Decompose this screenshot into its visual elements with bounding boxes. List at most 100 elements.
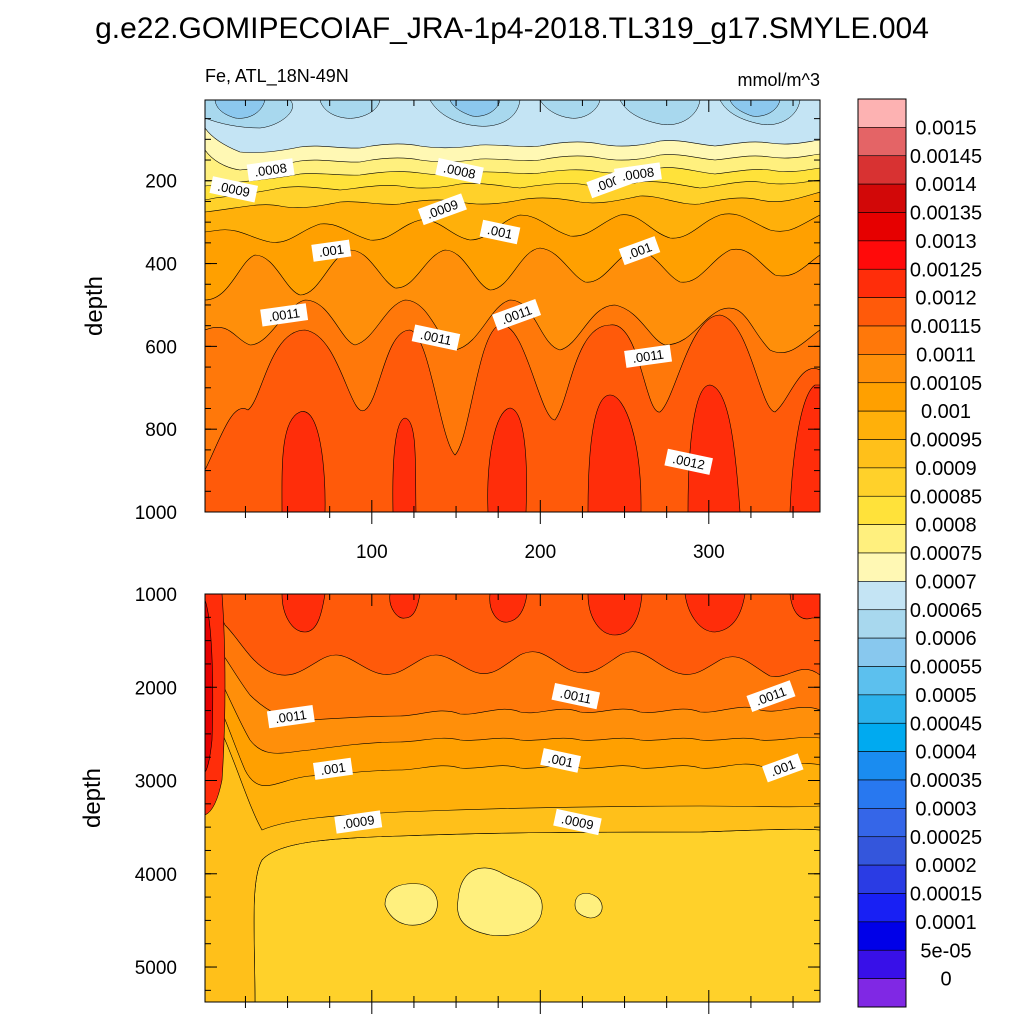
contour-label: .0011 xyxy=(411,324,461,351)
colorbar-label: 0.00115 xyxy=(911,316,982,338)
contour-label: .0008 xyxy=(613,162,662,186)
colorbar-label: 0.0003 xyxy=(915,798,976,820)
colorbar-label: 0.00065 xyxy=(910,600,982,622)
contour-label-box xyxy=(246,158,295,182)
colorbar-swatch xyxy=(857,127,907,157)
lower-plot-frame xyxy=(204,593,821,1003)
colorbar-swatch xyxy=(857,978,907,1008)
colorbar-swatch xyxy=(857,382,907,412)
colorbar-swatch xyxy=(857,297,907,327)
colorbar-swatch xyxy=(857,637,907,667)
upper-xtick-label: 300 xyxy=(693,542,725,563)
contour-label-box xyxy=(492,298,542,331)
contour-label-text: .0009 xyxy=(341,812,375,831)
colorbar-label: 0.0011 xyxy=(916,344,976,366)
contour-label-box xyxy=(311,239,352,262)
colorbar-label: 0.0012 xyxy=(915,288,976,310)
fill-0012-peaks xyxy=(281,384,820,512)
contour-label: .0011 xyxy=(260,303,309,327)
fill-00065 xyxy=(205,100,801,129)
contour-label: .0008 xyxy=(246,158,295,182)
fill-00085-patches xyxy=(384,867,603,936)
lower-contour-field xyxy=(205,594,820,1002)
lower-ytick-label: 5000 xyxy=(135,958,177,979)
lower-ytick-label: 2000 xyxy=(135,678,177,699)
contour-label: .0011 xyxy=(266,704,315,729)
contour-label: .0012 xyxy=(664,448,713,475)
colorbar-swatch xyxy=(857,98,907,128)
colorbar-label: 0.0014 xyxy=(915,174,976,196)
colorbar-swatch xyxy=(857,864,907,894)
colorbar-swatch xyxy=(857,751,907,781)
colorbar-swatch xyxy=(857,354,907,384)
region-label: Fe, ATL_18N-49N xyxy=(205,66,349,87)
contour-label-text: .0011 xyxy=(274,707,307,726)
colorbar-swatch xyxy=(857,893,907,923)
colorbar-label: 0.00125 xyxy=(910,259,982,281)
contour-label-text: .0011 xyxy=(267,305,300,324)
colorbar-swatch xyxy=(857,268,907,298)
upper-contour-field xyxy=(205,100,820,512)
colorbar-swatch xyxy=(857,808,907,838)
colorbar-label: 0.0005 xyxy=(915,685,976,707)
contour-label-box xyxy=(479,219,521,245)
colorbar-label: 0.00015 xyxy=(910,884,982,906)
contour-label-text: .0008 xyxy=(621,164,655,183)
contour-label-text: .001 xyxy=(547,750,575,770)
colorbar-label: 0.00075 xyxy=(910,543,982,565)
contour-label: .0009 xyxy=(334,810,383,834)
lower-y-axis-title: depth xyxy=(79,768,106,828)
contour-label: .0011 xyxy=(551,682,601,710)
fill-00115 xyxy=(209,594,820,677)
contour-label: .001 xyxy=(540,748,581,773)
contour-label-box xyxy=(411,324,461,351)
contour-label: .001 xyxy=(761,753,804,783)
colorbar-label: 0.0013 xyxy=(915,231,976,253)
colorbar-swatch xyxy=(857,325,907,355)
colorbar-swatch xyxy=(857,694,907,724)
colorbar-swatch xyxy=(857,439,907,469)
contour-label-box xyxy=(266,704,315,729)
contour-label: .001 xyxy=(312,757,353,780)
colorbar-label: 0.00145 xyxy=(910,146,982,168)
contour-label-box xyxy=(260,303,309,327)
contour-label: .001 xyxy=(479,219,521,245)
lower-ytick-label: 4000 xyxy=(135,865,177,886)
colorbar-label: 0.001 xyxy=(921,401,971,423)
colorbar-label: 0.00025 xyxy=(910,827,982,849)
upper-contour-labels: .0008.0008.0009.0008.0009.0009.001.001.0… xyxy=(209,158,713,475)
colorbar-label: 0.0007 xyxy=(915,571,976,593)
contour-label-text: .0011 xyxy=(631,347,664,366)
colorbar-swatch xyxy=(857,552,907,582)
colorbar-label: 0.00045 xyxy=(910,713,982,735)
contour-label-text: .0011 xyxy=(559,685,593,706)
units-label: mmol/m^3 xyxy=(738,70,820,90)
contour-label: .0008 xyxy=(435,158,484,185)
contour-label-text: .0008 xyxy=(442,160,477,181)
upper-axes: 200 400 600 800 1000 100 200 300 xyxy=(135,100,820,563)
contour-label: .001 xyxy=(618,236,661,266)
upper-y-axis-title: depth xyxy=(81,276,108,336)
colorbar-label: 0.00135 xyxy=(910,203,982,225)
colorbar-swatch xyxy=(857,410,907,440)
contour-label-box xyxy=(209,176,259,203)
contour-label-box xyxy=(334,810,383,834)
colorbar-swatch xyxy=(857,666,907,696)
contour-label-box xyxy=(618,236,661,266)
colorbar-swatch xyxy=(857,467,907,497)
colorbar-swatch xyxy=(857,183,907,213)
contour-label-text: .0008 xyxy=(253,160,287,179)
upper-ytick-label: 200 xyxy=(145,172,177,193)
colorbar-swatch xyxy=(857,722,907,752)
contour-label-text: .0009 xyxy=(560,811,595,832)
colorbar-swatch xyxy=(857,240,907,270)
colorbar-swatch xyxy=(857,949,907,979)
colorbar-swatch xyxy=(857,212,907,242)
contour-label-box xyxy=(417,193,467,226)
contour-label-text: .0011 xyxy=(419,327,453,348)
lower-contour-labels: .0011.0011.0011.001.001.001.0009.0009 xyxy=(266,680,804,836)
colorbar-swatch xyxy=(857,524,907,554)
contour-label-text: .001 xyxy=(486,222,514,242)
